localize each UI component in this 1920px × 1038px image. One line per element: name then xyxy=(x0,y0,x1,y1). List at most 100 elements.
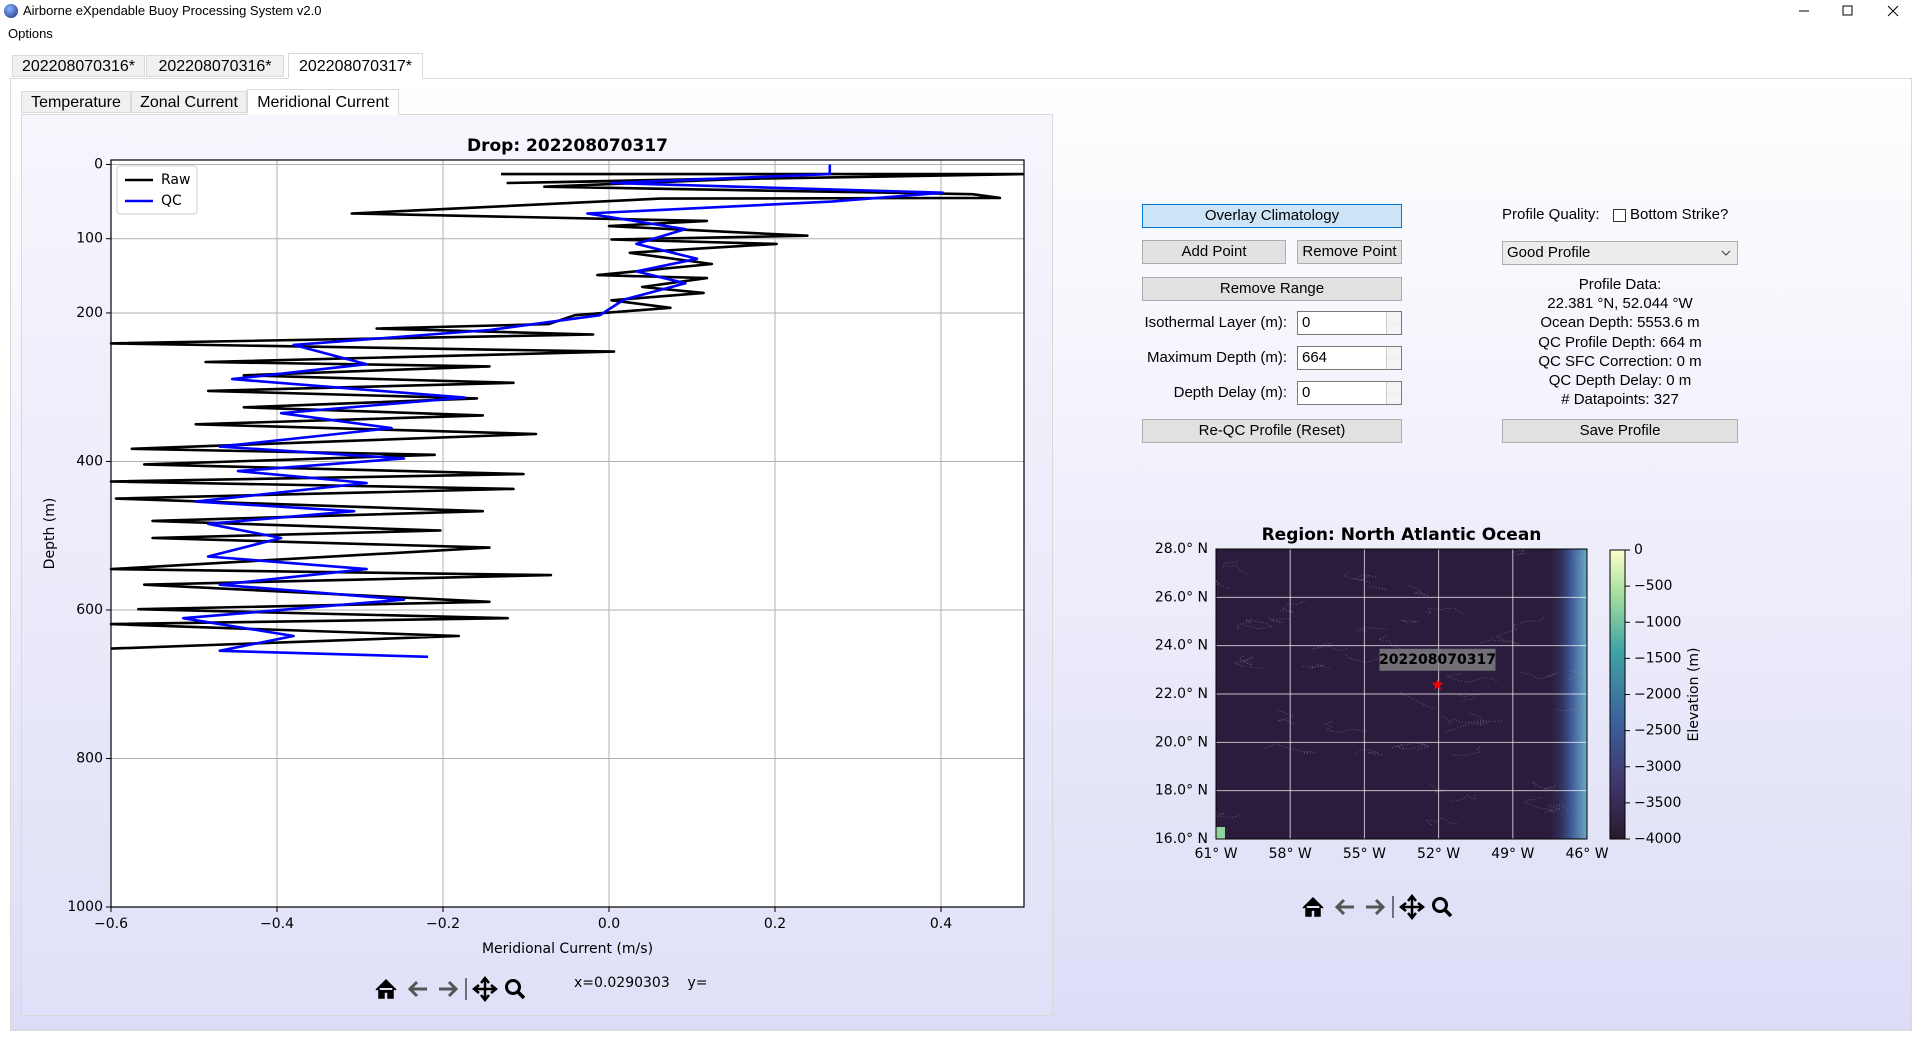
y-tick-label: 600 xyxy=(76,602,103,618)
icon xyxy=(1366,898,1386,916)
quality-dropdown[interactable]: Good Profile xyxy=(1502,241,1738,265)
add-point-button[interactable]: Add Point xyxy=(1142,240,1286,264)
bathymetry-contour xyxy=(1312,642,1348,651)
spinbox[interactable]: 0 xyxy=(1297,381,1402,405)
x-tick-label: −0.4 xyxy=(260,916,294,932)
home-button[interactable] xyxy=(375,978,397,999)
window-title: Airborne eXpendable Buoy Processing Syst… xyxy=(23,3,322,18)
map-title: Region: North Atlantic Ocean xyxy=(1262,525,1542,545)
profile-data-line: Profile Data: xyxy=(1578,276,1662,293)
profile-data-line: Ocean Depth: 5553.6 m xyxy=(1540,314,1700,332)
y-tick-label: 100 xyxy=(76,231,103,247)
colorbar-tick-label: −3000 xyxy=(1634,759,1681,775)
x-tick-label: 61° W xyxy=(1194,846,1237,862)
y-axis-label: Depth (m) xyxy=(42,498,58,570)
y-tick-label: 1000 xyxy=(67,899,103,915)
field-label: Depth Delay (m): xyxy=(1173,384,1287,401)
bathymetry-contour xyxy=(1360,575,1387,591)
bathymetry-contour xyxy=(1552,707,1583,714)
bathymetry-contour xyxy=(1215,812,1241,819)
checkbox-label: Bottom Strike? xyxy=(1630,206,1729,223)
bathymetry-contour xyxy=(1238,655,1265,669)
save-profile-button[interactable]: Save Profile xyxy=(1502,419,1738,443)
window-controls xyxy=(1799,5,1899,17)
back-button[interactable] xyxy=(1334,898,1354,916)
spinbox[interactable]: 0 xyxy=(1297,311,1402,335)
bathymetry-contour xyxy=(1280,600,1305,613)
restore[interactable] xyxy=(1842,5,1853,16)
x-tick-label: 0.2 xyxy=(764,916,786,932)
bathymetry-contour xyxy=(1523,796,1553,813)
y-tick-label: 26.0° N xyxy=(1155,589,1208,605)
y-tick-label: 0 xyxy=(94,156,103,172)
icon xyxy=(1432,897,1448,913)
forward-button[interactable] xyxy=(1366,898,1386,916)
spinbox-value: 0 xyxy=(1302,384,1311,401)
profile-data: Profile Data: 22.381 °N, 52.044 °W Ocean D… xyxy=(1500,275,1740,409)
map-corner xyxy=(1216,827,1225,839)
close[interactable] xyxy=(1887,5,1899,17)
icon xyxy=(1334,898,1354,916)
colorbar-tick-label: −1500 xyxy=(1634,650,1681,666)
bathymetry-contour xyxy=(1408,584,1429,597)
icon xyxy=(439,980,459,998)
spinbox[interactable]: 664 xyxy=(1297,346,1402,370)
quality-label: Profile Quality: xyxy=(1502,206,1600,223)
zoom-button[interactable] xyxy=(505,979,526,1000)
overlay-climatology-button[interactable]: Overlay Climatology xyxy=(1142,204,1402,228)
x-tick-label: 0.4 xyxy=(930,916,952,932)
chart-title: Drop: 202208070317 xyxy=(467,136,668,156)
y-tick-label: 200 xyxy=(76,305,103,321)
bathymetry-contour xyxy=(1426,607,1464,614)
bathymetry-contour xyxy=(1400,692,1437,710)
y-tick-label: 400 xyxy=(76,453,103,469)
x-tick-label: 52° W xyxy=(1417,846,1460,862)
zoom-button[interactable] xyxy=(1432,897,1453,918)
icon xyxy=(407,980,427,998)
toolbar xyxy=(375,975,526,1003)
bathymetry-contour xyxy=(1222,561,1248,575)
bathymetry-contour xyxy=(1401,619,1419,625)
bathymetry-contour xyxy=(1480,636,1520,645)
legend-label: QC xyxy=(161,193,182,209)
plot-tab[interactable]: Zonal Current xyxy=(131,91,247,113)
home-button[interactable] xyxy=(1302,896,1324,917)
y-tick-label: 20.0° N xyxy=(1155,734,1208,750)
bathymetry-contour xyxy=(1468,712,1490,725)
y-tick-label: 18.0° N xyxy=(1155,783,1208,799)
menu-options[interactable]: Options xyxy=(8,26,53,41)
spinbox-value: 0 xyxy=(1302,314,1311,331)
drop-marker xyxy=(1431,678,1444,690)
colorbar-tick-label: −4000 xyxy=(1634,831,1681,847)
colorbar-tick-label: −2500 xyxy=(1634,723,1681,739)
drop-tab[interactable]: 202208070316* xyxy=(146,55,284,77)
icon xyxy=(1398,893,1426,921)
point-label-box xyxy=(1379,648,1496,671)
bathymetry-contour xyxy=(1521,671,1560,680)
bottom-strike-checkbox[interactable] xyxy=(1613,209,1626,222)
drop-tab-selected[interactable]: 202208070317* xyxy=(288,53,423,79)
icon xyxy=(505,979,521,995)
bathymetry-contour xyxy=(1446,673,1499,683)
y-tick-label: 24.0° N xyxy=(1155,638,1208,654)
dropdown-arrow xyxy=(1721,250,1731,256)
bathymetry-contour xyxy=(1451,746,1482,756)
remove-range-button[interactable]: Remove Range xyxy=(1142,277,1402,301)
icon xyxy=(375,978,397,999)
x-tick-label: 46° W xyxy=(1565,846,1608,862)
remove-point-button[interactable]: Remove Point xyxy=(1297,240,1402,264)
plot-tab[interactable]: Temperature xyxy=(21,91,131,113)
forward-button[interactable] xyxy=(439,980,459,998)
back-button[interactable] xyxy=(407,980,427,998)
plot-tab-selected[interactable]: Meridional Current xyxy=(247,89,399,115)
drop-tab[interactable]: 202208070316* xyxy=(12,55,145,77)
pan-button[interactable] xyxy=(471,975,499,1003)
reqc-button[interactable]: Re-QC Profile (Reset) xyxy=(1142,419,1402,443)
plot-area xyxy=(111,160,1024,907)
pan-button[interactable] xyxy=(1398,893,1426,921)
colorbar-tick-label: −1000 xyxy=(1634,614,1681,630)
field-label: Isothermal Layer (m): xyxy=(1144,314,1287,331)
dropdown-value: Good Profile xyxy=(1507,244,1591,261)
colorbar-tick-label: 0 xyxy=(1634,542,1643,558)
